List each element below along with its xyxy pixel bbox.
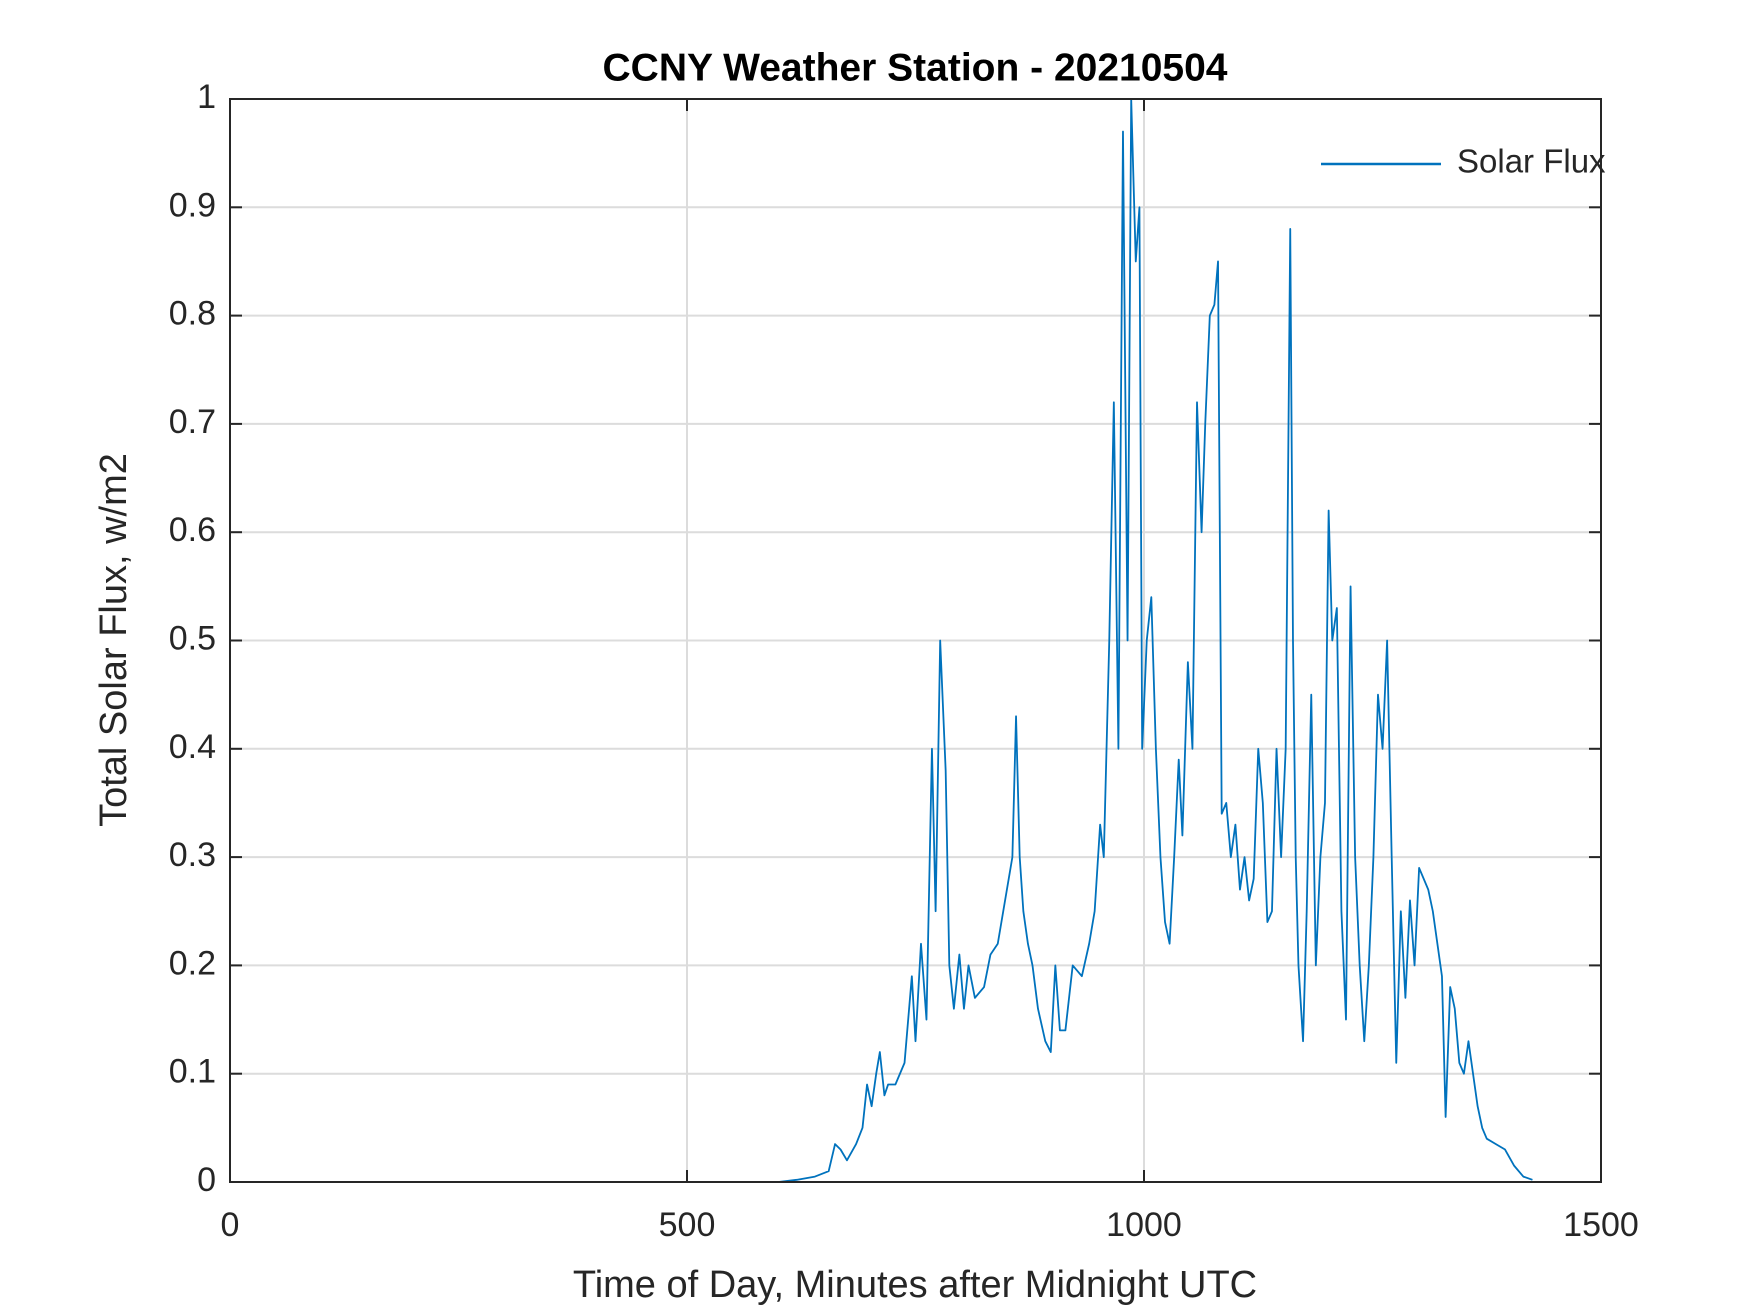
y-tick-label: 0 xyxy=(197,1161,216,1199)
y-tick-label: 0.2 xyxy=(169,944,216,982)
y-tick-label: 0.1 xyxy=(169,1053,216,1091)
y-tick-label: 0.4 xyxy=(169,728,216,766)
x-tick-label: 1000 xyxy=(1106,1206,1182,1244)
x-tick-label: 500 xyxy=(659,1206,716,1244)
data-line xyxy=(230,98,1533,1183)
y-tick-label: 0.6 xyxy=(169,511,216,549)
x-axis-label: Time of Day, Minutes after Midnight UTC xyxy=(573,1264,1257,1306)
plot-frame xyxy=(229,98,1602,1183)
x-tick-label: 0 xyxy=(221,1206,240,1244)
y-tick-label: 0.5 xyxy=(169,619,216,657)
y-tick-label: 1 xyxy=(197,78,216,116)
y-axis-label: Total Solar Flux, w/m2 xyxy=(93,453,135,827)
x-tick-label: 1500 xyxy=(1563,1206,1639,1244)
chart-title: CCNY Weather Station - 20210504 xyxy=(603,46,1228,89)
y-tick-label: 0.9 xyxy=(169,186,216,224)
y-tick-label: 0.7 xyxy=(169,403,216,441)
y-tick-label: 0.8 xyxy=(169,295,216,333)
legend-label: Solar Flux xyxy=(1457,143,1606,180)
y-tick-label: 0.3 xyxy=(169,836,216,874)
